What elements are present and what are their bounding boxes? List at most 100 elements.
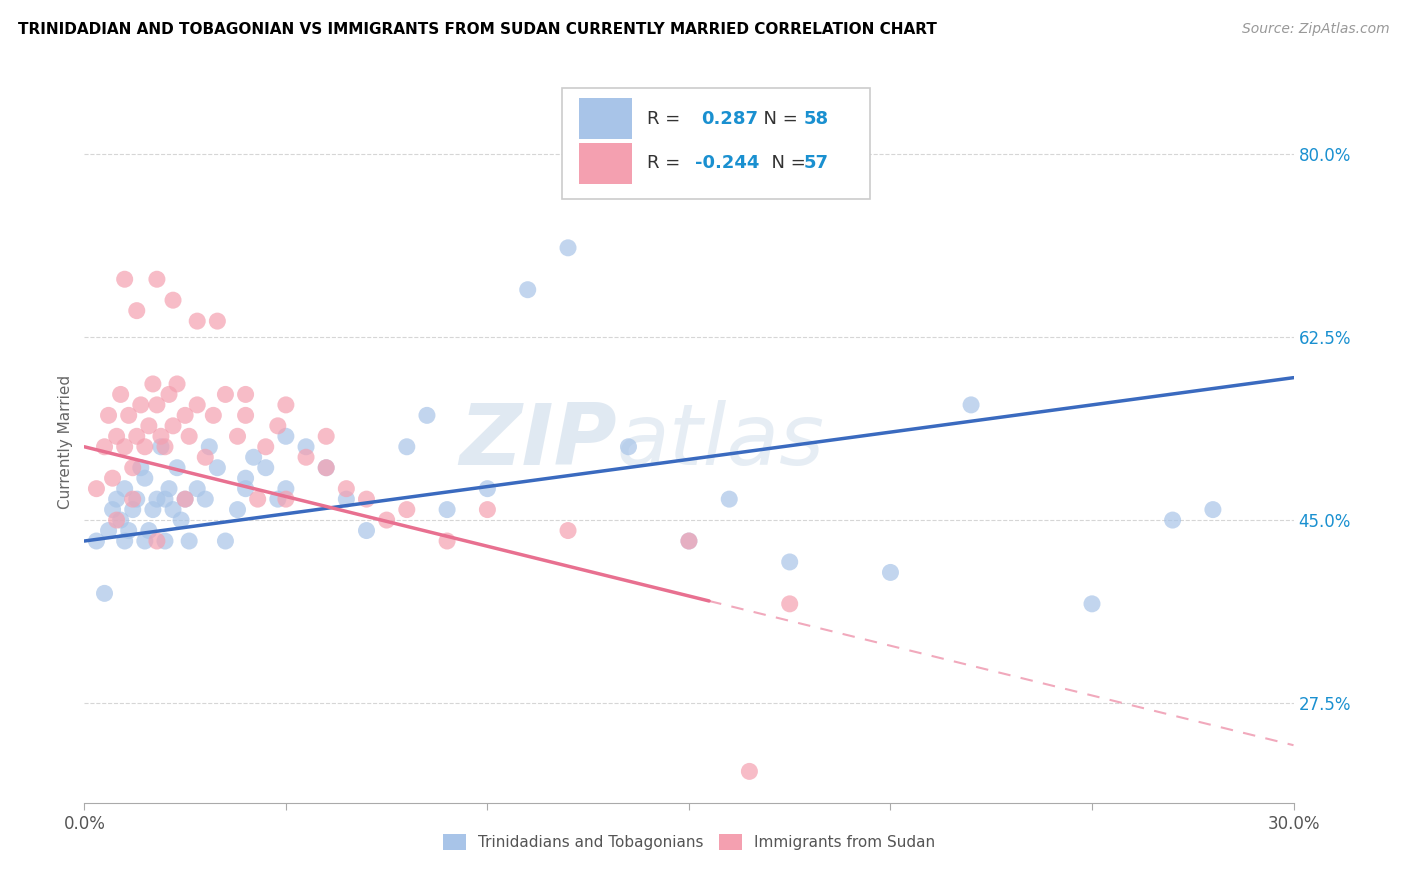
Point: [146, 534, 169, 549]
Point: [315, 460, 337, 475]
Point: [416, 409, 439, 423]
Point: [97, 524, 120, 538]
Point: [226, 429, 249, 443]
Point: [162, 293, 184, 308]
Point: [395, 440, 418, 454]
Y-axis label: Currently Married: Currently Married: [58, 375, 73, 508]
Text: TRINIDADIAN AND TOBAGONIAN VS IMMIGRANTS FROM SUDAN CURRENTLY MARRIED CORRELATIO: TRINIDADIAN AND TOBAGONIAN VS IMMIGRANTS…: [18, 22, 938, 37]
Point: [738, 764, 761, 779]
Point: [477, 502, 499, 516]
Point: [146, 272, 169, 286]
Point: [105, 429, 128, 443]
FancyBboxPatch shape: [562, 87, 870, 200]
Point: [134, 471, 156, 485]
Point: [207, 460, 229, 475]
Point: [557, 241, 579, 255]
Point: [718, 492, 741, 507]
Point: [315, 429, 337, 443]
Point: [678, 534, 700, 549]
Point: [166, 460, 188, 475]
Point: [557, 524, 579, 538]
Point: [162, 418, 184, 433]
Point: [114, 482, 136, 496]
Point: [179, 429, 201, 443]
Point: [356, 492, 378, 507]
Point: [153, 440, 176, 454]
Point: [267, 492, 290, 507]
Text: R =: R =: [647, 154, 686, 172]
Point: [235, 409, 257, 423]
Point: [86, 482, 108, 496]
Text: ZIP: ZIP: [458, 400, 616, 483]
Point: [436, 534, 458, 549]
Point: [86, 534, 108, 549]
Point: [335, 492, 357, 507]
Point: [146, 492, 169, 507]
Point: [477, 482, 499, 496]
Point: [186, 482, 208, 496]
Point: [125, 429, 148, 443]
Point: [226, 502, 249, 516]
Point: [170, 513, 193, 527]
Point: [335, 482, 357, 496]
Point: [779, 555, 801, 569]
Text: -0.244: -0.244: [695, 154, 759, 172]
Point: [105, 492, 128, 507]
Point: [1202, 502, 1225, 516]
Point: [274, 429, 297, 443]
Point: [194, 450, 217, 465]
Point: [194, 492, 217, 507]
Point: [274, 398, 297, 412]
Point: [267, 418, 290, 433]
Point: [1161, 513, 1184, 527]
Point: [235, 482, 257, 496]
Point: [121, 460, 143, 475]
Point: [179, 534, 201, 549]
Point: [129, 460, 152, 475]
Point: [118, 409, 141, 423]
FancyBboxPatch shape: [579, 143, 633, 184]
Point: [142, 376, 165, 391]
Point: [274, 492, 297, 507]
Point: [436, 502, 458, 516]
Point: [121, 492, 143, 507]
Point: [138, 418, 160, 433]
Point: [114, 534, 136, 549]
Point: [186, 398, 208, 412]
Point: [960, 398, 983, 412]
Point: [114, 272, 136, 286]
Point: [118, 524, 141, 538]
Point: [101, 502, 124, 516]
Point: [879, 566, 901, 580]
Point: [242, 450, 264, 465]
Text: atlas: atlas: [616, 400, 824, 483]
Point: [105, 513, 128, 527]
Point: [114, 440, 136, 454]
Point: [121, 502, 143, 516]
Point: [356, 524, 378, 538]
Point: [134, 440, 156, 454]
Point: [254, 460, 277, 475]
Point: [174, 492, 197, 507]
Text: 58: 58: [804, 110, 830, 128]
Point: [157, 482, 180, 496]
Point: [93, 440, 115, 454]
Point: [202, 409, 225, 423]
Point: [157, 387, 180, 401]
Point: [125, 303, 148, 318]
Point: [214, 387, 236, 401]
Point: [101, 471, 124, 485]
Point: [395, 502, 418, 516]
Point: [93, 586, 115, 600]
Text: N =: N =: [752, 110, 803, 128]
Point: [779, 597, 801, 611]
Point: [254, 440, 277, 454]
Point: [516, 283, 538, 297]
Text: R =: R =: [647, 110, 692, 128]
Text: 57: 57: [804, 154, 828, 172]
Point: [134, 534, 156, 549]
FancyBboxPatch shape: [579, 98, 633, 139]
Point: [617, 440, 640, 454]
Point: [149, 429, 172, 443]
Point: [97, 409, 120, 423]
